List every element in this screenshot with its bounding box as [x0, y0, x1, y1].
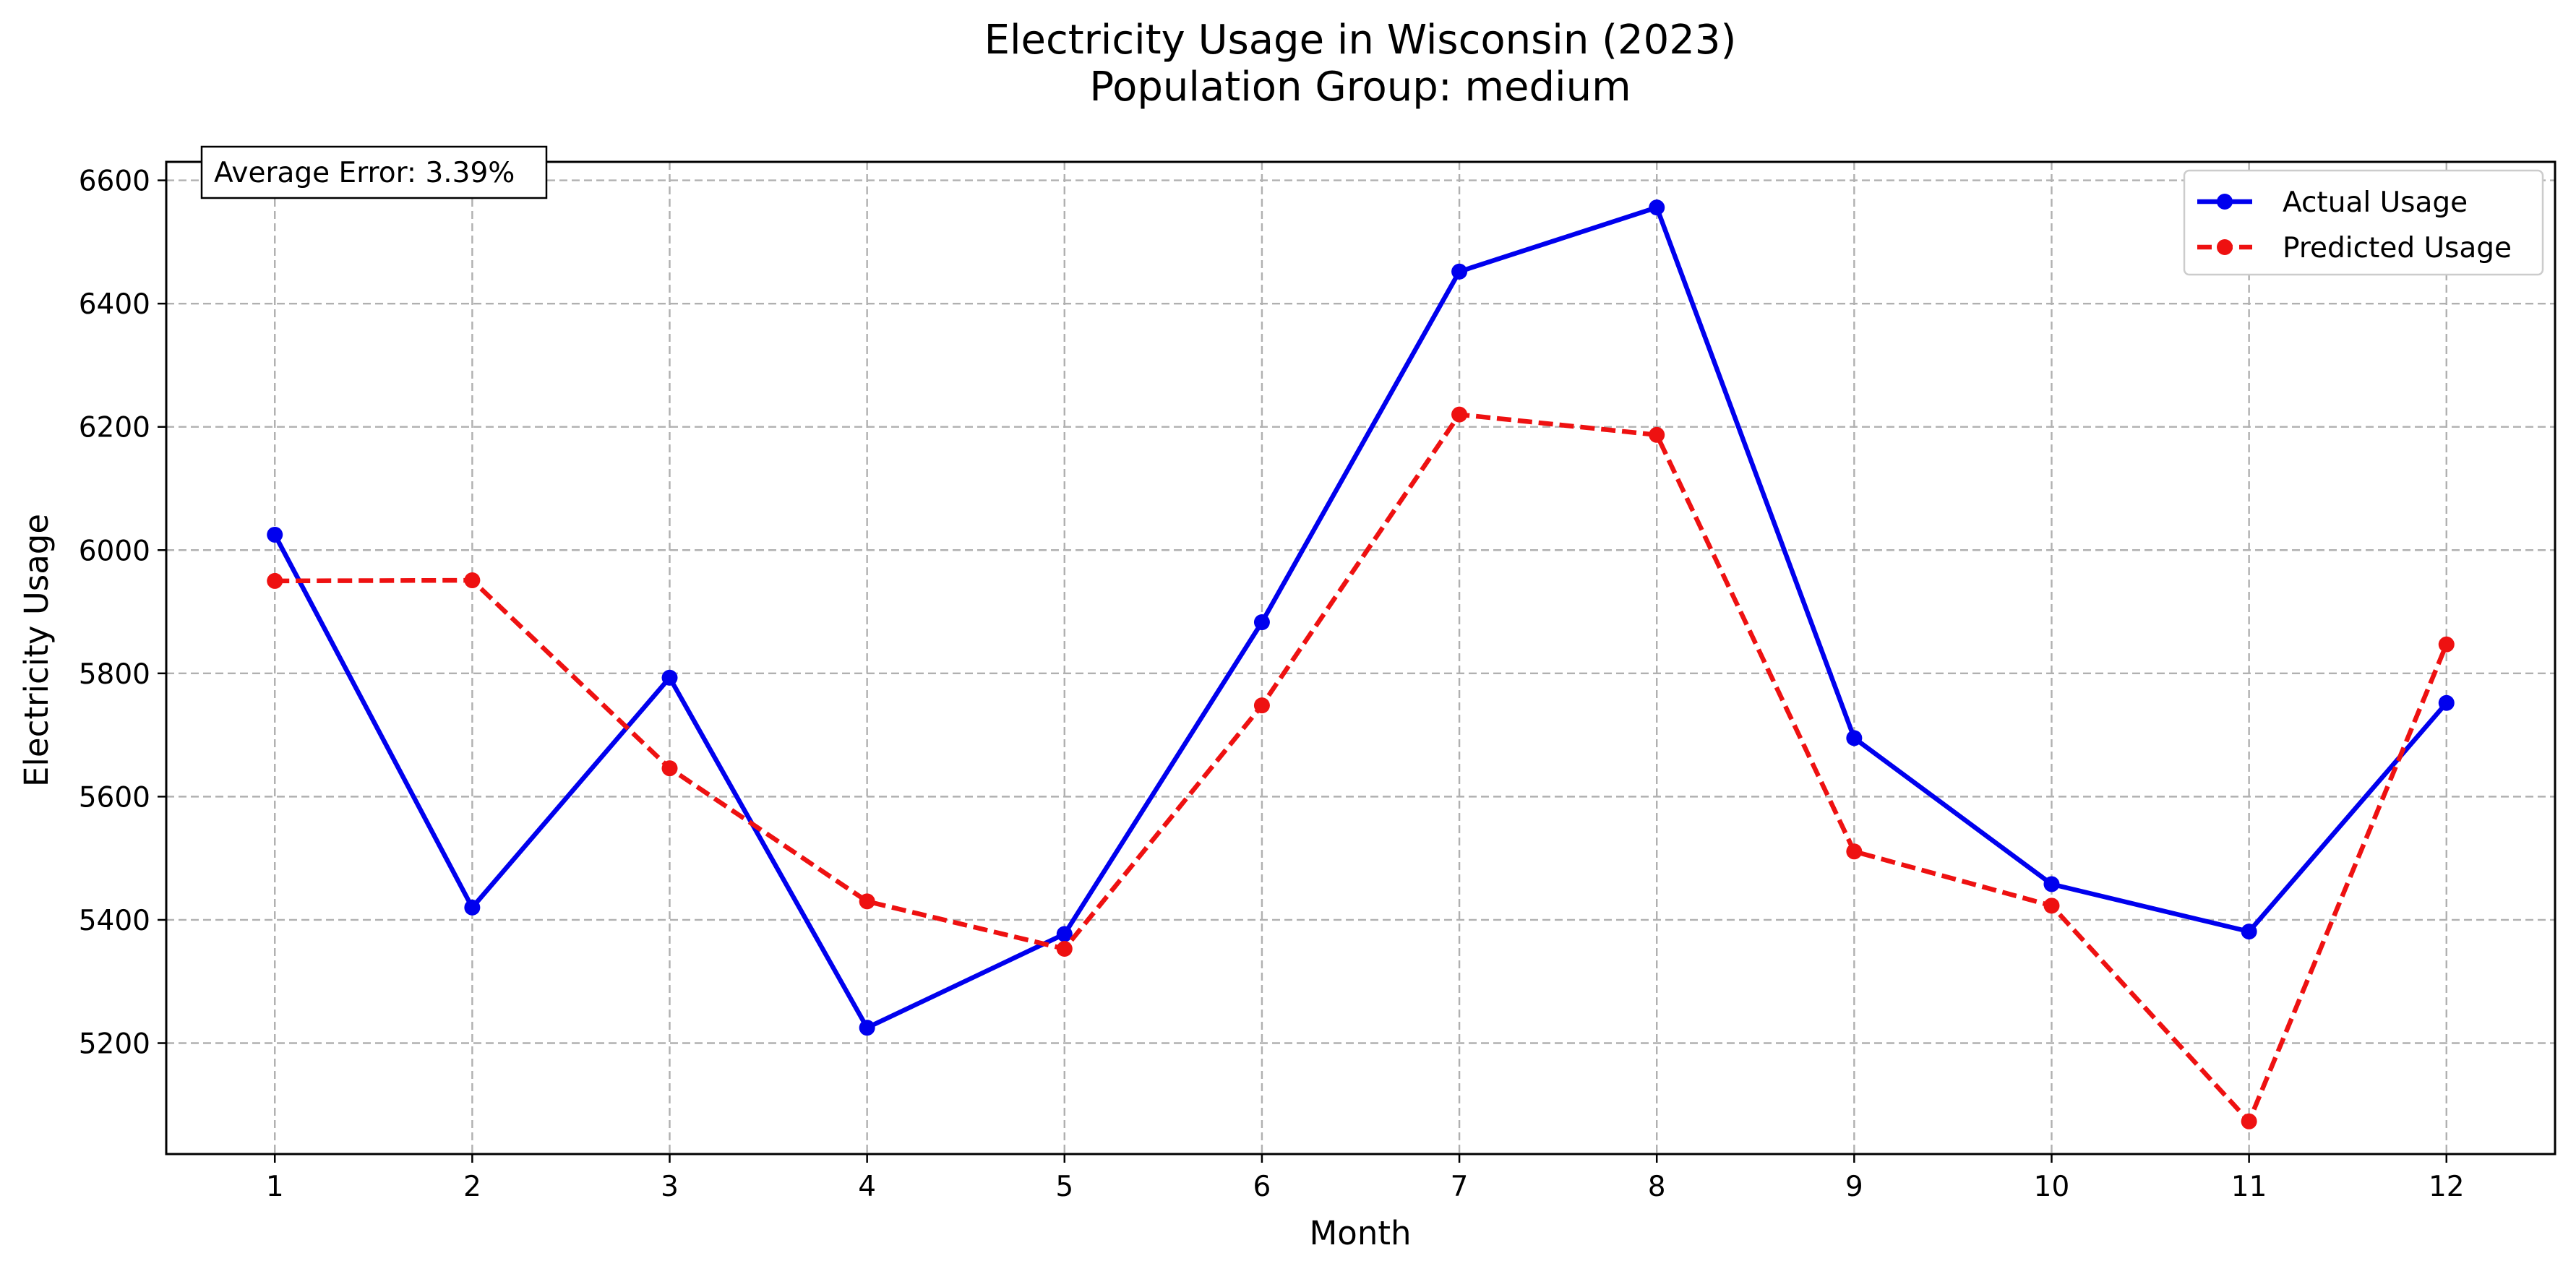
data-point-predicted: [2241, 1113, 2257, 1129]
x-tick-label: 5: [1055, 1171, 1073, 1203]
error-annotation: Average Error: 3.39%: [200, 145, 548, 199]
data-point-actual: [267, 526, 283, 543]
x-tick-label: 9: [1845, 1171, 1863, 1203]
data-point-actual: [2043, 876, 2060, 892]
data-point-actual: [464, 899, 481, 916]
data-point-predicted: [2043, 898, 2060, 914]
legend-swatch-actual-marker: [2217, 194, 2233, 210]
x-tick-label: 11: [2231, 1171, 2267, 1203]
x-tick-label: 7: [1451, 1171, 1469, 1203]
x-tick-label: 12: [2429, 1171, 2465, 1203]
data-point-predicted: [2438, 636, 2455, 653]
data-point-predicted: [1649, 426, 1665, 443]
data-point-actual: [1253, 614, 1270, 631]
legend-label-predicted: Predicted Usage: [2283, 232, 2512, 264]
data-point-predicted: [1056, 941, 1073, 957]
data-point-actual: [1846, 730, 1863, 746]
legend-swatch-predicted-marker: [2217, 239, 2233, 255]
data-point-actual: [2438, 694, 2455, 711]
y-tick-label: 5400: [79, 905, 150, 937]
data-point-actual: [1451, 263, 1468, 280]
x-tick-label: 3: [661, 1171, 679, 1203]
data-point-predicted: [1253, 697, 1270, 714]
x-tick-label: 8: [1648, 1171, 1666, 1203]
y-axis-label: Electricity Usage: [17, 514, 56, 787]
data-point-actual: [661, 669, 678, 686]
data-point-actual: [1056, 926, 1073, 942]
x-tick-label: 2: [463, 1171, 481, 1203]
y-tick-label: 5800: [79, 658, 150, 691]
axis-ticks: 1 2 3 4 5 6 7 8 9 10 11 125200540056005800600062006…: [79, 165, 2465, 1203]
legend: Actual Usage Predicted Usage: [2183, 169, 2544, 276]
annotation-box: [200, 145, 548, 199]
grid-lines: [166, 162, 2555, 1154]
data-point-predicted: [859, 893, 875, 910]
y-tick-label: 5200: [79, 1028, 150, 1060]
y-tick-label: 6000: [79, 535, 150, 567]
y-tick-label: 6200: [79, 412, 150, 444]
x-tick-label: 10: [2034, 1171, 2070, 1203]
data-point-predicted: [661, 760, 678, 777]
chart-title: Electricity Usage in Wisconsin (2023): [984, 17, 1737, 64]
data-point-predicted: [1846, 843, 1863, 860]
x-tick-label: 4: [858, 1171, 876, 1203]
data-point-actual: [859, 1020, 875, 1036]
chart-subtitle: Population Group: medium: [1089, 64, 1631, 111]
data-point-predicted: [1451, 406, 1468, 423]
series-line-actual: [272, 205, 2449, 1030]
y-tick-label: 6400: [79, 288, 150, 321]
legend-label-actual: Actual Usage: [2283, 186, 2468, 219]
x-tick-label: 6: [1253, 1171, 1271, 1203]
data-point-actual: [1649, 199, 1665, 216]
legend-box: [2183, 169, 2544, 276]
series-line-predicted: [275, 412, 2449, 1124]
series-lines: [267, 199, 2455, 1129]
x-axis-label: Month: [1309, 1214, 1411, 1252]
data-point-predicted: [464, 572, 481, 589]
annotation-text: Average Error: 3.39%: [214, 157, 515, 189]
plot-area-frame: [165, 160, 2556, 1155]
data-point-actual: [2241, 924, 2257, 940]
y-tick-label: 6600: [79, 165, 150, 198]
x-tick-label: 1: [266, 1171, 284, 1203]
data-point-predicted: [267, 572, 283, 589]
y-tick-label: 5600: [79, 781, 150, 814]
